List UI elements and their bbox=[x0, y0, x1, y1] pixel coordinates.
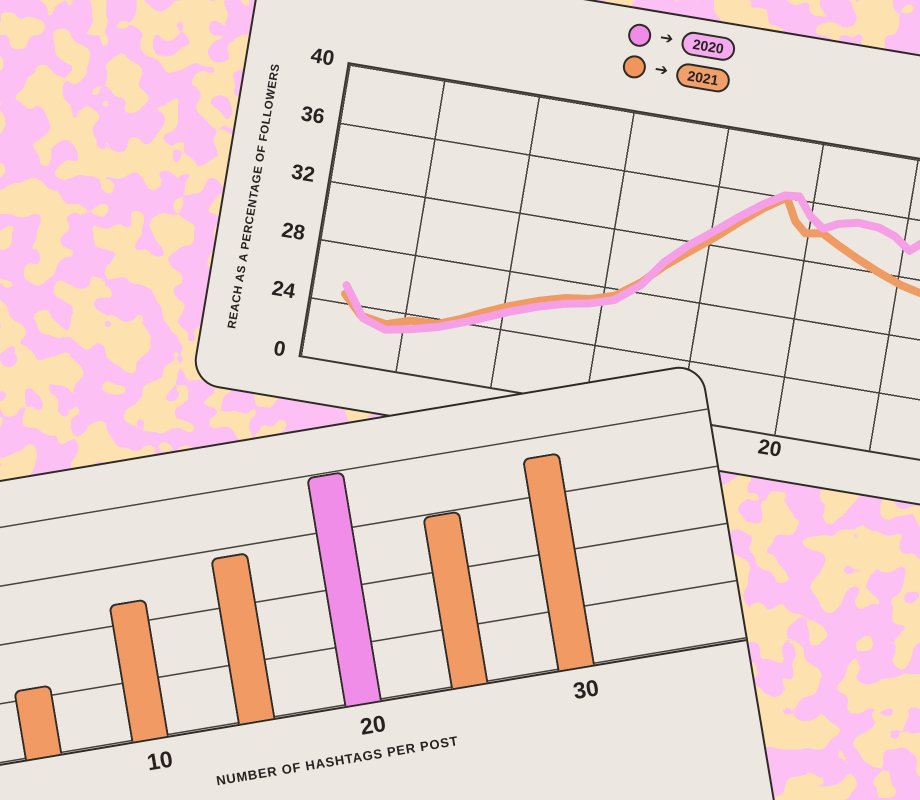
line-chart-card: REACH AS A PERCENTAGE OF FOLLOWERS 40 36 3… bbox=[190, 0, 920, 559]
legend-arrow-icon: ➔ bbox=[653, 60, 670, 80]
line-series-2020 bbox=[342, 191, 920, 334]
line-series-2021 bbox=[341, 193, 920, 329]
bar-chart-x-axis-title: NUMBER OF HASHTAGS PER POST bbox=[215, 733, 460, 789]
bar-chart-x-tick-20: 20 bbox=[358, 709, 388, 740]
line-chart-plot-area bbox=[298, 62, 920, 500]
line-series-canvas bbox=[341, 191, 920, 334]
bar-chart-x-tick-10: 10 bbox=[145, 745, 175, 776]
legend-arrow-icon: ➔ bbox=[658, 29, 675, 49]
legend-circle-icon-2021 bbox=[621, 53, 648, 80]
legend-pill-2020: 2020 bbox=[680, 30, 737, 63]
line-chart-y-tick-0: 0 bbox=[271, 336, 288, 362]
legend-pill-2021: 2021 bbox=[674, 61, 732, 95]
legend-circle-icon-2020 bbox=[626, 21, 653, 49]
bar-chart-x-tick-30: 30 bbox=[571, 674, 601, 705]
chart-legend: ➔ 2020 ➔ 2021 bbox=[620, 21, 737, 102]
